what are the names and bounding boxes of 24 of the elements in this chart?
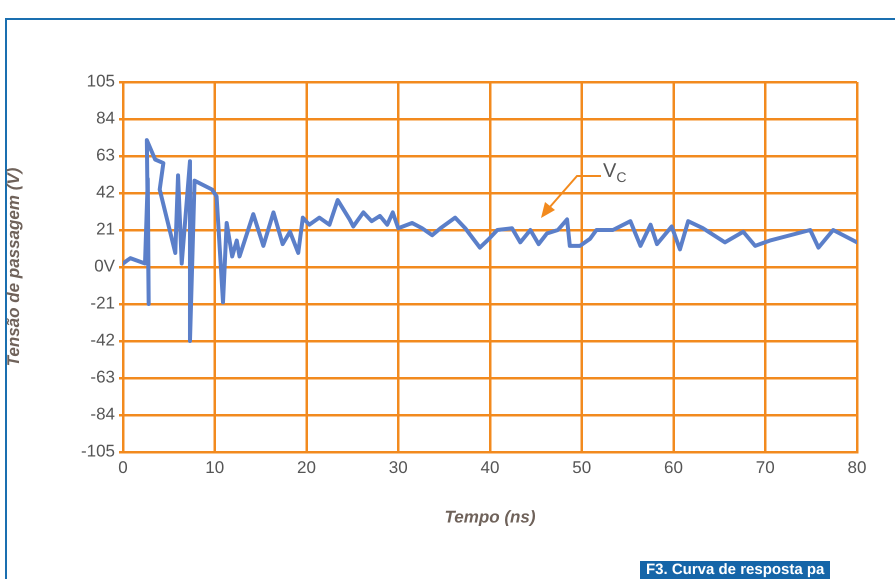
- x-tick-label: 30: [388, 458, 408, 477]
- y-tick-label: 21: [96, 220, 115, 239]
- y-tick-label: -42: [90, 330, 115, 350]
- x-tick-label: 0: [118, 458, 128, 477]
- x-tick-label: 50: [572, 458, 592, 477]
- x-tick-label: 10: [205, 458, 224, 477]
- y-tick-label: -105: [80, 442, 115, 461]
- x-tick-label: 60: [664, 458, 683, 477]
- y-tick-label: -84: [90, 404, 115, 424]
- y-tick-label: 105: [86, 72, 115, 91]
- x-tick-label: 70: [756, 458, 775, 477]
- y-tick-label: 84: [96, 108, 115, 128]
- y-tick-label: -21: [90, 294, 115, 313]
- y-tick-label: 0V: [94, 256, 116, 276]
- text: F3. Curva de resposta pa: [640, 561, 830, 579]
- y-tick-label: 42: [96, 182, 115, 202]
- x-tick-label: 80: [848, 458, 866, 477]
- x-axis-title: Tempo (ns): [444, 507, 536, 526]
- annotation: V$_{C}$: [603, 160, 626, 185]
- y-tick-label: -63: [90, 368, 115, 387]
- x-tick-label: 20: [297, 458, 316, 477]
- y-axis-title: Tensão de passagem (V): [4, 167, 23, 366]
- x-tick-label: 40: [480, 458, 500, 477]
- y-tick-label: 63: [96, 146, 115, 165]
